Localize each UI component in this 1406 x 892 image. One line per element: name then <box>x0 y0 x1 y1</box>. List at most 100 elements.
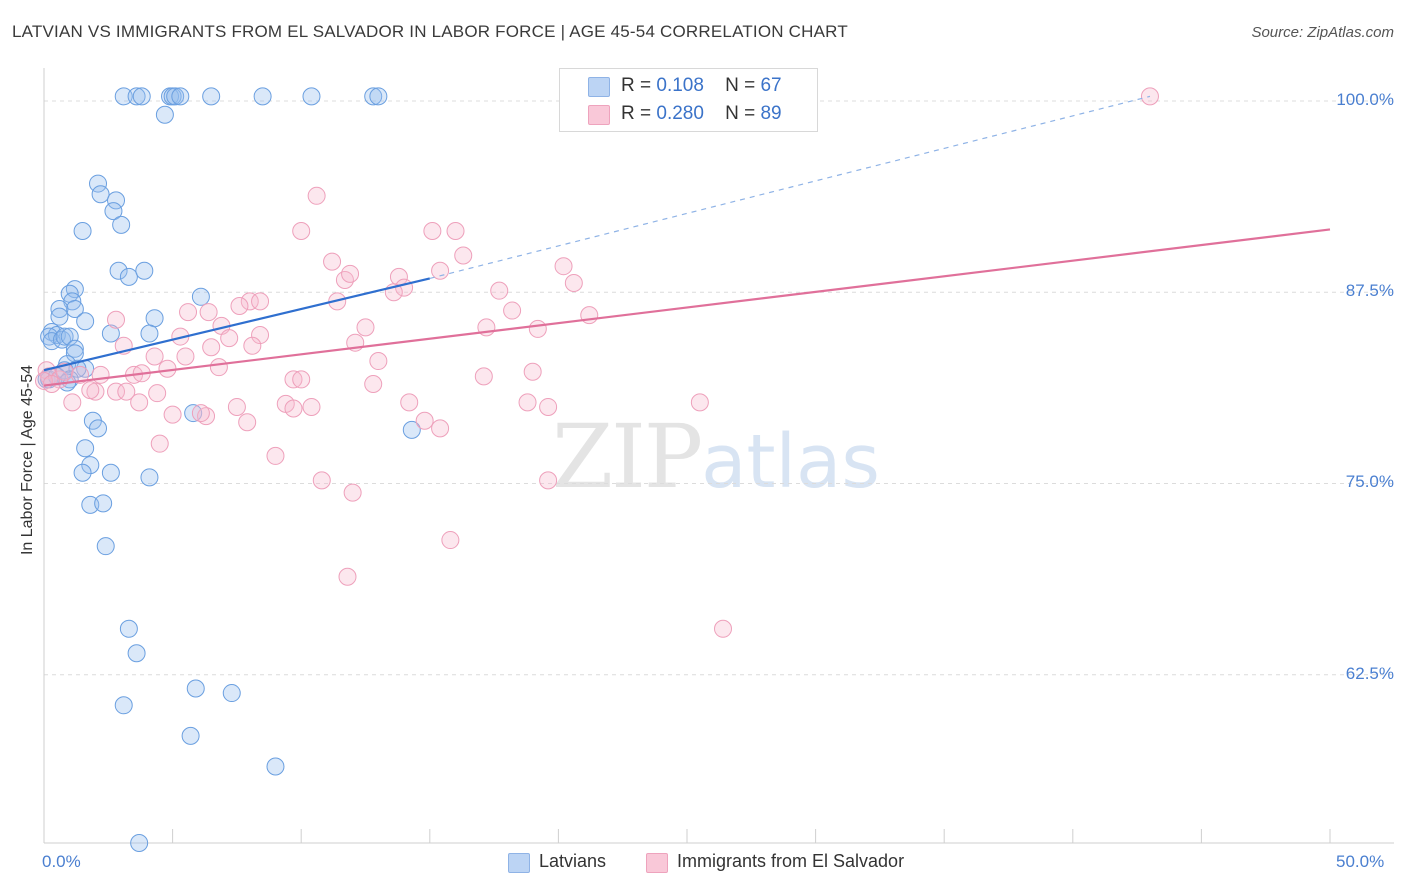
point-latvians <box>50 300 69 319</box>
point-latvians <box>119 267 138 286</box>
point-elsalvador <box>454 246 473 265</box>
watermark-atlas: atlas <box>701 419 880 505</box>
point-elsalvador <box>292 222 311 240</box>
point-elsalvador <box>503 301 522 320</box>
point-elsalvador <box>238 413 257 432</box>
legend-n-label: N = <box>725 103 756 124</box>
point-latvians <box>145 309 164 328</box>
point-elsalvador <box>176 347 195 366</box>
point-latvians <box>109 261 128 280</box>
point-latvians <box>96 537 115 556</box>
y-tick-label: 87.5% <box>1345 281 1394 301</box>
point-latvians <box>302 87 321 106</box>
series-legend-label-elsalvador: Immigrants from El Salvador <box>677 851 905 871</box>
point-latvians <box>191 287 210 306</box>
point-elsalvador <box>202 338 221 357</box>
point-elsalvador <box>107 310 126 329</box>
point-latvians <box>81 456 100 475</box>
series-legend-swatch-elsalvador <box>646 853 668 873</box>
point-elsalvador <box>150 434 169 453</box>
point-latvians <box>127 87 146 106</box>
point-elsalvador <box>209 358 228 377</box>
point-latvians <box>107 191 126 210</box>
point-elsalvador <box>446 222 465 240</box>
point-elsalvador <box>356 318 375 337</box>
point-latvians <box>266 757 285 776</box>
point-latvians <box>76 439 95 458</box>
point-elsalvador <box>518 393 537 412</box>
point-elsalvador <box>441 531 460 550</box>
point-elsalvador <box>369 352 388 371</box>
x-tick-label-min: 0.0% <box>42 852 81 871</box>
point-elsalvador <box>523 362 542 381</box>
point-elsalvador <box>148 384 167 403</box>
point-elsalvador <box>423 222 442 240</box>
point-elsalvador <box>179 303 198 322</box>
point-latvians <box>140 468 159 487</box>
point-elsalvador <box>312 471 331 490</box>
legend-n-value-latvians: 67 <box>760 75 782 96</box>
point-elsalvador <box>307 186 326 205</box>
point-latvians <box>181 726 200 745</box>
point-elsalvador <box>564 274 583 293</box>
point-elsalvador <box>284 399 303 418</box>
point-elsalvador <box>539 397 558 416</box>
legend-r-value-latvians: 0.108 <box>656 75 704 96</box>
point-elsalvador <box>690 393 709 412</box>
point-elsalvador <box>191 404 210 423</box>
series-legend-swatch-latvians <box>508 853 530 873</box>
point-elsalvador <box>130 393 149 412</box>
point-elsalvador <box>341 264 360 283</box>
point-elsalvador <box>240 292 259 311</box>
trend-line-elsalvador <box>43 228 1331 387</box>
point-elsalvador <box>714 619 733 638</box>
point-elsalvador <box>431 419 450 438</box>
y-tick-label: 100.0% <box>1336 89 1394 109</box>
point-latvians <box>127 644 146 663</box>
point-latvians <box>101 324 120 343</box>
point-latvians <box>132 87 151 106</box>
legend-n-label: N = <box>725 75 756 96</box>
legend-n-value-elsalvador: 89 <box>760 103 782 124</box>
point-elsalvador <box>199 303 218 322</box>
watermark: ZIPatlas <box>552 405 880 508</box>
legend-r-label: R = <box>621 75 652 96</box>
series-legend-label-latvians: Latvians <box>539 851 607 871</box>
point-elsalvador <box>284 370 303 389</box>
point-latvians <box>114 696 133 715</box>
point-elsalvador <box>145 347 164 366</box>
point-elsalvador <box>335 270 354 289</box>
point-latvians <box>369 87 388 106</box>
point-elsalvador <box>107 382 126 401</box>
point-latvians <box>76 312 95 331</box>
chart-title: LATVIAN VS IMMIGRANTS FROM EL SALVADOR I… <box>12 22 848 41</box>
point-latvians <box>55 327 74 346</box>
x-tick-label-max: 50.0% <box>1336 852 1385 871</box>
point-latvians <box>101 463 120 482</box>
point-elsalvador <box>251 292 270 311</box>
point-elsalvador <box>323 252 342 271</box>
point-elsalvador <box>91 365 110 384</box>
point-elsalvador <box>528 319 547 338</box>
point-latvians <box>364 87 383 106</box>
trend-line-latvians <box>43 277 431 372</box>
axes <box>43 68 1394 844</box>
point-elsalvador <box>55 362 74 381</box>
point-latvians <box>166 87 185 106</box>
point-elsalvador <box>71 365 90 384</box>
point-elsalvador <box>539 471 558 490</box>
point-latvians <box>50 307 69 326</box>
point-elsalvador <box>220 329 239 348</box>
point-elsalvador <box>266 446 285 465</box>
point-latvians <box>186 679 205 698</box>
point-latvians <box>112 215 131 234</box>
point-latvians <box>171 87 190 106</box>
point-elsalvador <box>117 382 136 401</box>
watermark-zip: ZIP <box>552 405 703 508</box>
legend-swatch-latvians <box>588 77 610 97</box>
y-tick-label: 75.0% <box>1345 472 1394 492</box>
point-latvians <box>402 420 421 439</box>
point-elsalvador <box>81 381 100 400</box>
point-latvians <box>155 105 174 124</box>
point-elsalvador <box>163 405 182 424</box>
